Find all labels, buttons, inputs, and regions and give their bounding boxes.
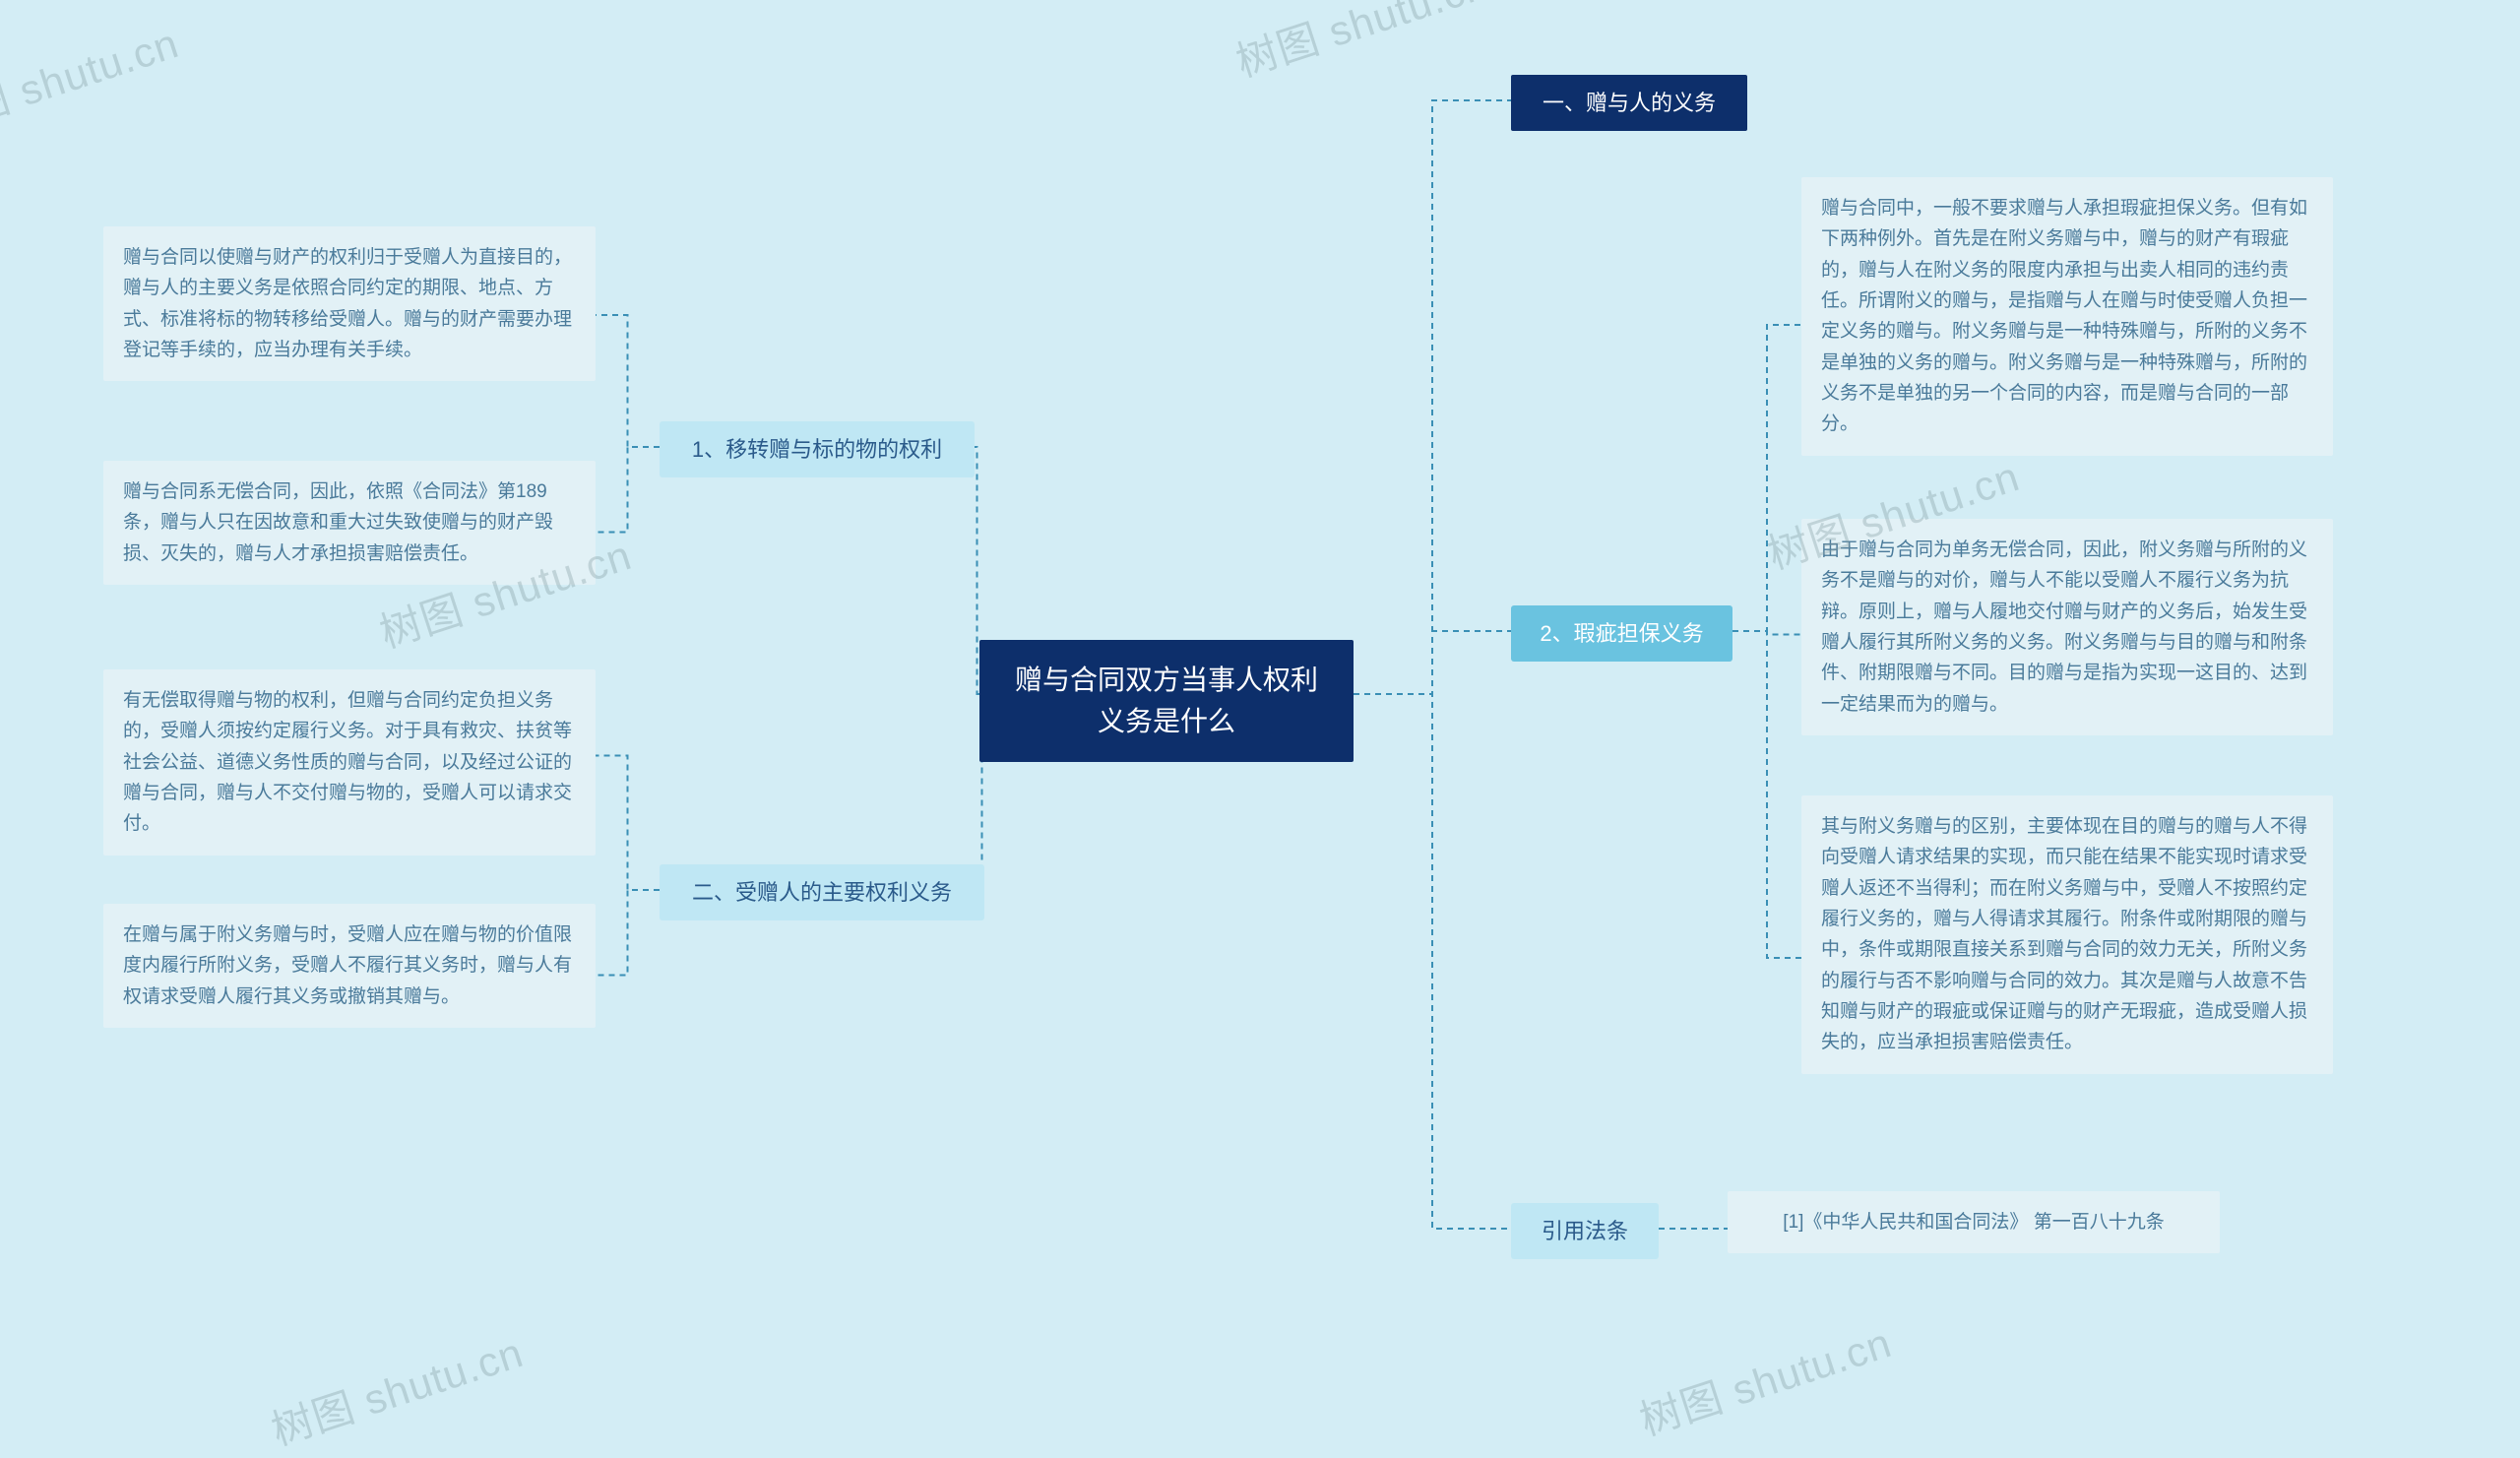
branch-r2: 2、瑕疵担保义务 <box>1511 605 1732 662</box>
leaf-r2a: 赠与合同中，一般不要求赠与人承担瑕疵担保义务。但有如下两种例外。首先是在附义务赠… <box>1801 177 2333 456</box>
leaf-l2a: 有无偿取得赠与物的权利，但赠与合同约定负担义务的，受赠人须按约定履行义务。对于具… <box>103 669 596 856</box>
leaf-l1b: 赠与合同系无偿合同，因此，依照《合同法》第189条，赠与人只在因故意和重大过失致… <box>103 461 596 585</box>
connector <box>596 447 660 533</box>
branch-r3: 引用法条 <box>1511 1203 1659 1259</box>
watermark: 树图 shutu.cn <box>1228 0 1494 90</box>
connector <box>1732 631 1801 958</box>
branch-l2: 二、受赠人的主要权利义务 <box>660 864 984 920</box>
leaf-l2b: 在赠与属于附义务赠与时，受赠人应在赠与物的价值限度内履行所附义务，受赠人不履行其… <box>103 904 596 1028</box>
branch-l1: 1、移转赠与标的物的权利 <box>660 421 975 477</box>
connector <box>1354 100 1511 694</box>
watermark: 树图 shutu.cn <box>263 1319 530 1457</box>
watermark: 树图 shutu.cn <box>0 10 185 148</box>
connector <box>1732 631 1801 635</box>
connector <box>1354 631 1511 694</box>
branch-r1: 一、赠与人的义务 <box>1511 75 1747 131</box>
watermark: 树图 shutu.cn <box>1631 1309 1898 1447</box>
connector <box>1732 325 1801 631</box>
connector <box>596 756 660 891</box>
leaf-r3a: [1]《中华人民共和国合同法》 第一百八十九条 <box>1728 1191 2220 1253</box>
root-node: 赠与合同双方当事人权利义务是什么 <box>979 640 1354 762</box>
leaf-l1a: 赠与合同以使赠与财产的权利归于受赠人为直接目的，赠与人的主要义务是依照合同约定的… <box>103 226 596 381</box>
connector <box>596 315 660 447</box>
leaf-r2c: 其与附义务赠与的区别，主要体现在目的赠与的赠与人不得向受赠人请求结果的实现，而只… <box>1801 795 2333 1074</box>
leaf-r2b: 由于赠与合同为单务无偿合同，因此，附义务赠与所附的义务不是赠与的对价，赠与人不能… <box>1801 519 2333 735</box>
connector <box>596 890 660 976</box>
connector <box>1354 694 1511 1229</box>
